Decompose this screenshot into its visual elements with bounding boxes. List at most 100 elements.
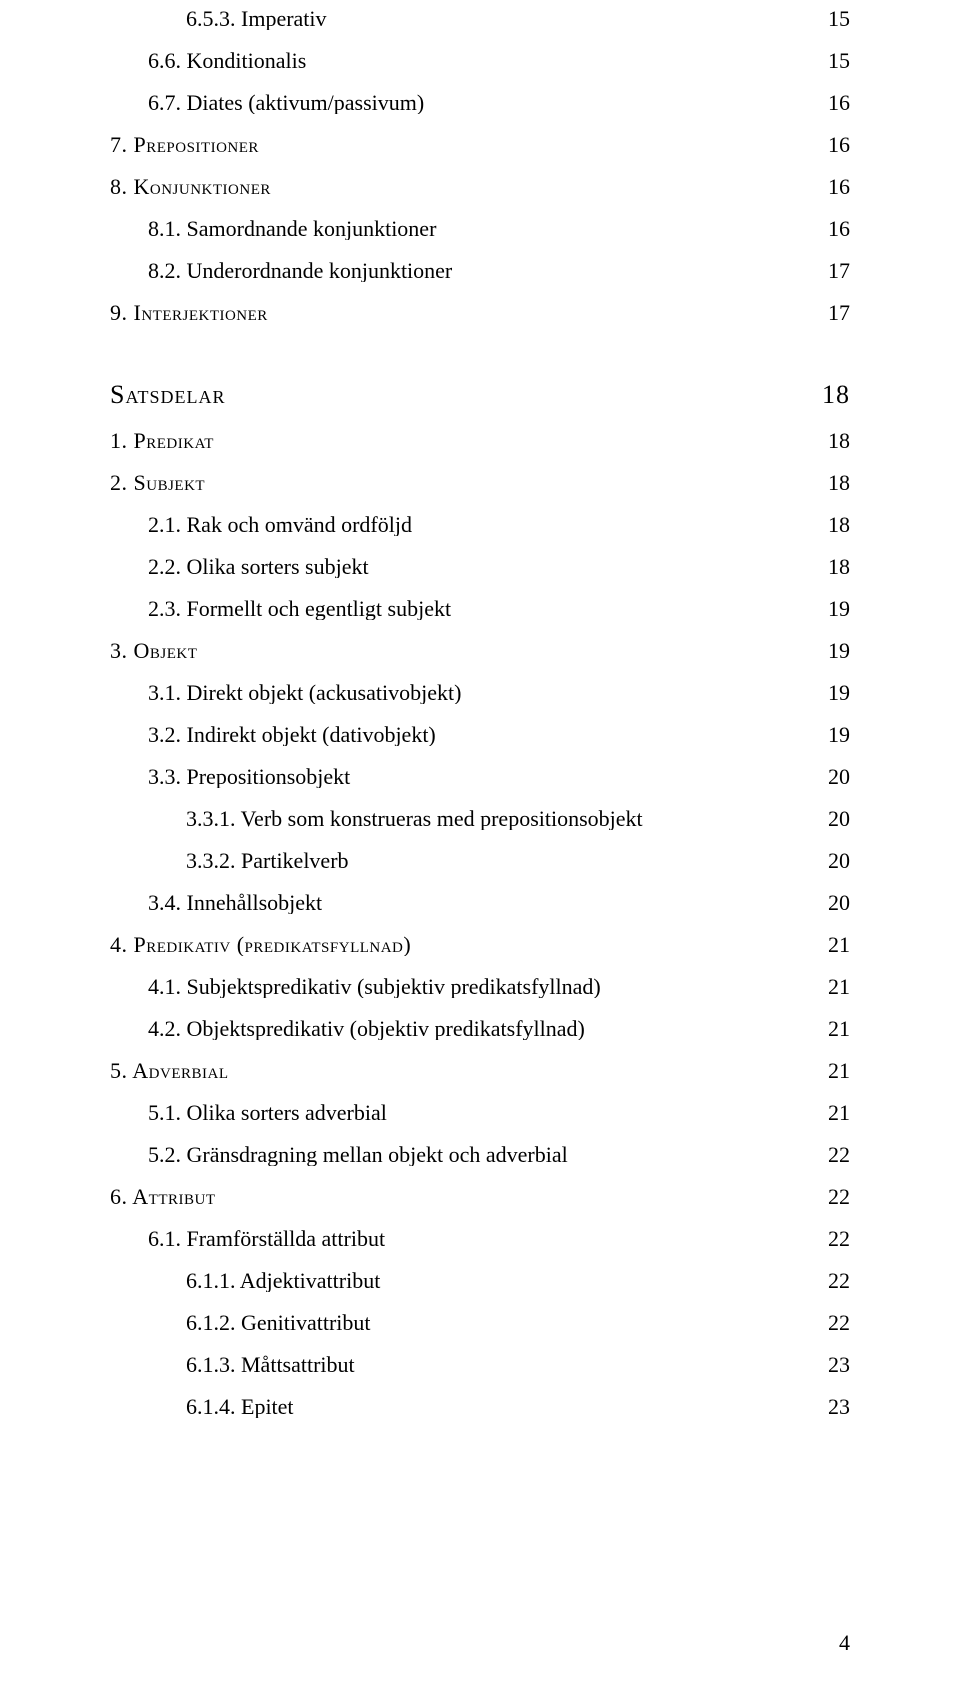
toc-entry: 8.2. Underordnande konjunktioner17: [110, 260, 850, 282]
toc-entry: 2.2. Olika sorters subjekt18: [110, 556, 850, 578]
toc-entry-page: 23: [816, 1354, 850, 1376]
toc-entry-label: 2.3. Formellt och egentligt subjekt: [110, 598, 816, 620]
toc-entry-label: 3.1. Direkt objekt (ackusativobjekt): [110, 682, 816, 704]
toc-entry: 1. Predikat18: [110, 430, 850, 452]
toc-entry-page: 20: [816, 892, 850, 914]
toc-entry-page: 21: [816, 934, 850, 956]
toc-entry-page: 16: [816, 134, 850, 156]
toc-entry: 6. Attribut22: [110, 1186, 850, 1208]
toc-entry-page: 18: [816, 514, 850, 536]
toc-entry: 3.3.1. Verb som konstrueras med preposit…: [110, 808, 850, 830]
toc-entry-label: 4. Predikativ (predikatsfyllnad): [110, 934, 816, 956]
toc-entry-page: 20: [816, 766, 850, 788]
toc-entry-label: 6.1.2. Genitivattribut: [110, 1312, 816, 1334]
toc-entry-label: 6.1.3. Måttsattribut: [110, 1354, 816, 1376]
toc-entry-label: 2. Subjekt: [110, 472, 816, 494]
toc-entry-label: 3.4. Innehållsobjekt: [110, 892, 816, 914]
toc-entry-label: 6.1.4. Epitet: [110, 1396, 816, 1418]
toc-entry-page: 19: [816, 640, 850, 662]
section-heading-page: 18: [810, 382, 850, 408]
toc-entry: 6.6. Konditionalis15: [110, 50, 850, 72]
toc-entry-page: 21: [816, 1018, 850, 1040]
toc-entry-label: 5.2. Gränsdragning mellan objekt och adv…: [110, 1144, 816, 1166]
toc-entry-page: 22: [816, 1270, 850, 1292]
toc-entry: 4.1. Subjektspredikativ (subjektiv predi…: [110, 976, 850, 998]
toc-entry: 6.1.3. Måttsattribut23: [110, 1354, 850, 1376]
toc-entry-label: 4.1. Subjektspredikativ (subjektiv predi…: [110, 976, 816, 998]
toc-entry-page: 15: [816, 50, 850, 72]
document-page: 6.5.3. Imperativ156.6. Konditionalis156.…: [0, 0, 960, 1692]
toc-entry: 3.4. Innehållsobjekt20: [110, 892, 850, 914]
toc-entry: 2. Subjekt18: [110, 472, 850, 494]
toc-entry-label: 8. Konjunktioner: [110, 176, 816, 198]
toc-entry: 6.1.4. Epitet23: [110, 1396, 850, 1418]
toc-entry-page: 19: [816, 724, 850, 746]
toc-entry-page: 22: [816, 1228, 850, 1250]
toc-entry-page: 21: [816, 1060, 850, 1082]
toc-entry-label: 5. Adverbial: [110, 1060, 816, 1082]
toc-entry: 6.1.2. Genitivattribut22: [110, 1312, 850, 1334]
toc-entry: 6.5.3. Imperativ15: [110, 8, 850, 30]
toc-entry-label: 3. Objekt: [110, 640, 816, 662]
toc-entry-label: 6.7. Diates (aktivum/passivum): [110, 92, 816, 114]
toc-entry-page: 20: [816, 808, 850, 830]
toc-entry-page: 18: [816, 430, 850, 452]
toc-entry-label: 5.1. Olika sorters adverbial: [110, 1102, 816, 1124]
toc-entry: 5.1. Olika sorters adverbial21: [110, 1102, 850, 1124]
toc-entry-label: 3.3. Prepositionsobjekt: [110, 766, 816, 788]
toc-entry-page: 19: [816, 682, 850, 704]
toc-block-lower: 1. Predikat182. Subjekt182.1. Rak och om…: [110, 430, 850, 1418]
toc-entry-page: 22: [816, 1312, 850, 1334]
toc-entry: 6.1.1. Adjektivattribut22: [110, 1270, 850, 1292]
toc-entry: 3.2. Indirekt objekt (dativobjekt)19: [110, 724, 850, 746]
toc-entry-label: 9. Interjektioner: [110, 302, 816, 324]
toc-entry-page: 18: [816, 556, 850, 578]
toc-entry: 3.3.2. Partikelverb20: [110, 850, 850, 872]
toc-entry-page: 19: [816, 598, 850, 620]
toc-entry-label: 6.1.1. Adjektivattribut: [110, 1270, 816, 1292]
toc-entry-page: 16: [816, 218, 850, 240]
toc-entry: 2.1. Rak och omvänd ordföljd18: [110, 514, 850, 536]
toc-entry-page: 21: [816, 976, 850, 998]
toc-entry-page: 22: [816, 1144, 850, 1166]
toc-entry: 2.3. Formellt och egentligt subjekt19: [110, 598, 850, 620]
toc-entry: 3. Objekt19: [110, 640, 850, 662]
toc-entry-page: 16: [816, 92, 850, 114]
toc-entry-label: 6.6. Konditionalis: [110, 50, 816, 72]
toc-entry: 3.3. Prepositionsobjekt20: [110, 766, 850, 788]
toc-entry: 5. Adverbial21: [110, 1060, 850, 1082]
toc-entry-page: 15: [816, 8, 850, 30]
toc-entry-label: 6. Attribut: [110, 1186, 816, 1208]
toc-entry: 8. Konjunktioner16: [110, 176, 850, 198]
page-number: 4: [839, 1630, 850, 1656]
toc-entry-label: 6.1. Framförställda attribut: [110, 1228, 816, 1250]
toc-entry-label: 6.5.3. Imperativ: [110, 8, 816, 30]
toc-entry-label: 2.1. Rak och omvänd ordföljd: [110, 514, 816, 536]
toc-entry-page: 17: [816, 302, 850, 324]
toc-entry-label: 3.3.1. Verb som konstrueras med preposit…: [110, 808, 816, 830]
toc-entry-page: 21: [816, 1102, 850, 1124]
toc-entry-label: 7. Prepositioner: [110, 134, 816, 156]
toc-entry: 8.1. Samordnande konjunktioner16: [110, 218, 850, 240]
toc-entry-label: 8.1. Samordnande konjunktioner: [110, 218, 816, 240]
toc-entry-page: 18: [816, 472, 850, 494]
toc-block-upper: 6.5.3. Imperativ156.6. Konditionalis156.…: [110, 8, 850, 324]
toc-entry-page: 20: [816, 850, 850, 872]
toc-entry-label: 1. Predikat: [110, 430, 816, 452]
toc-entry-label: 4.2. Objektspredikativ (objektiv predika…: [110, 1018, 816, 1040]
toc-entry: 6.7. Diates (aktivum/passivum)16: [110, 92, 850, 114]
toc-entry-label: 3.3.2. Partikelverb: [110, 850, 816, 872]
toc-entry-label: 8.2. Underordnande konjunktioner: [110, 260, 816, 282]
section-heading-satsdelar: Satsdelar 18: [110, 382, 850, 408]
toc-entry-page: 23: [816, 1396, 850, 1418]
toc-entry-label: 2.2. Olika sorters subjekt: [110, 556, 816, 578]
section-heading-label: Satsdelar: [110, 382, 810, 408]
toc-entry: 7. Prepositioner16: [110, 134, 850, 156]
toc-entry: 3.1. Direkt objekt (ackusativobjekt)19: [110, 682, 850, 704]
toc-entry: 6.1. Framförställda attribut22: [110, 1228, 850, 1250]
toc-entry: 4.2. Objektspredikativ (objektiv predika…: [110, 1018, 850, 1040]
toc-entry: 4. Predikativ (predikatsfyllnad)21: [110, 934, 850, 956]
toc-entry-label: 3.2. Indirekt objekt (dativobjekt): [110, 724, 816, 746]
toc-entry-page: 22: [816, 1186, 850, 1208]
toc-entry-page: 16: [816, 176, 850, 198]
